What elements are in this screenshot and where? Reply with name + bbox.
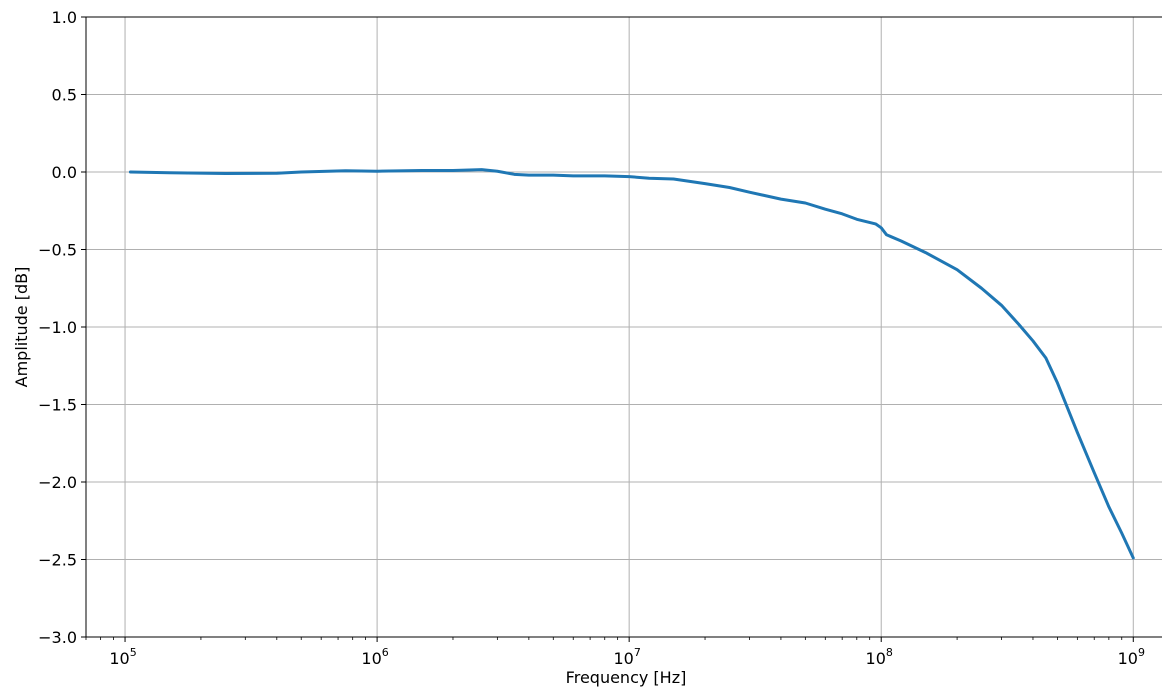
x-axis-title: Frequency [Hz] <box>566 668 687 687</box>
line-layer <box>128 168 1135 560</box>
grid-layer <box>86 16 1162 638</box>
y-tick-label: 0.0 <box>52 163 77 182</box>
x-tick-label: 106 <box>361 646 388 668</box>
label-layer: 1.0 0.5 0.0 −0.5 −1.0 −1.5 −2.0 −2.5 −3.0 105 106 1… <box>38 8 1145 668</box>
y-tick-label: −2.5 <box>38 551 77 570</box>
x-tick-label: 109 <box>1118 646 1145 668</box>
y-tick-label: 1.0 <box>52 8 77 27</box>
x-tick-label: 108 <box>866 646 893 668</box>
x-tick-label: 105 <box>109 646 136 668</box>
y-tick-label: −2.0 <box>38 473 77 492</box>
y-tick-label: −1.5 <box>38 396 77 415</box>
x-tick-label: 107 <box>613 646 640 668</box>
y-tick-label: 0.5 <box>52 86 77 105</box>
series-line <box>128 168 1135 560</box>
y-tick-label: −0.5 <box>38 241 77 260</box>
y-tick-label: −3.0 <box>38 628 77 647</box>
y-axis-title: Amplitude [dB] <box>12 267 31 388</box>
axis-layer <box>81 16 1162 642</box>
y-tick-label: −1.0 <box>38 318 77 337</box>
